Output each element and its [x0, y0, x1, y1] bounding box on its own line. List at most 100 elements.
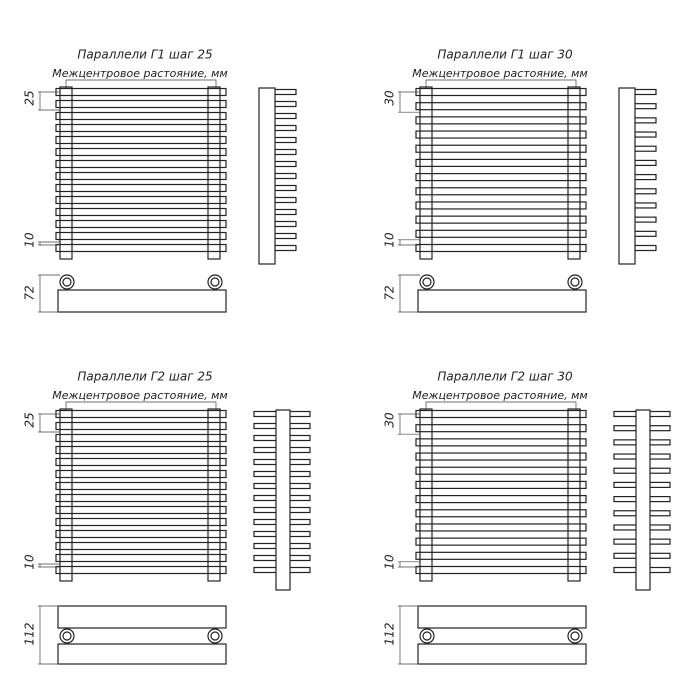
connection-inner: [422, 277, 432, 287]
dimension-caption: Межцентровое растояние, мм: [52, 389, 227, 402]
collector: [419, 408, 433, 582]
dimension-line: [38, 605, 60, 665]
tube: [415, 551, 587, 560]
connection-inner: [210, 277, 220, 287]
collector: [567, 86, 581, 260]
dimension-line: [398, 239, 420, 246]
bottom-body: [417, 605, 587, 629]
tube: [55, 99, 227, 109]
tube: [415, 144, 587, 153]
dimension-caption: Межцентровое растояние, мм: [412, 67, 587, 80]
dimension-caption: Межцентровое растояние, мм: [52, 67, 227, 80]
tube-end: [633, 202, 657, 209]
tube: [415, 537, 587, 546]
tube: [55, 481, 227, 491]
connection-inner: [62, 277, 72, 287]
tube: [415, 494, 587, 504]
tube: [55, 529, 227, 539]
side-collector: [618, 87, 636, 265]
tube: [415, 438, 587, 447]
tube-end: [273, 172, 297, 180]
tube-end: [633, 216, 657, 223]
dimension-line: [398, 605, 420, 665]
connection: [207, 628, 223, 644]
panel-title: Параллели Г1 шаг 25: [77, 48, 212, 62]
tube: [55, 207, 227, 217]
tube: [415, 424, 587, 433]
tube-end: [633, 88, 657, 96]
connection-inner: [422, 631, 432, 641]
tube: [55, 135, 227, 145]
bottom-body: [57, 643, 227, 665]
tube-end: [273, 208, 297, 216]
tube-end: [273, 148, 297, 156]
tube: [55, 183, 227, 193]
dimension-value: 10: [383, 554, 397, 570]
dimension-value: 112: [383, 623, 397, 646]
tube: [55, 219, 227, 229]
tube: [415, 409, 587, 419]
tube: [415, 509, 587, 518]
dimension-value: 10: [23, 554, 37, 570]
connection-inner: [62, 631, 72, 641]
tube: [415, 452, 587, 461]
tube-end: [633, 173, 657, 181]
dimension-line: [38, 91, 60, 111]
tube-end: [273, 124, 297, 132]
collector: [207, 408, 221, 582]
tube-end: [273, 232, 297, 240]
tube: [55, 421, 227, 431]
tube: [415, 229, 587, 238]
tube: [415, 172, 587, 182]
dimension-value: 72: [23, 285, 37, 300]
tube-end: [633, 230, 657, 237]
tube: [415, 565, 587, 575]
tube-end: [273, 136, 297, 144]
panel-title: Параллели Г2 шаг 25: [77, 370, 212, 384]
tube: [415, 130, 587, 139]
panel-title: Параллели Г2 шаг 30: [437, 370, 573, 384]
tube: [55, 445, 227, 455]
collector: [59, 408, 73, 582]
tube: [55, 171, 227, 181]
tube: [55, 123, 227, 133]
collector: [207, 86, 221, 260]
connection: [59, 628, 75, 644]
dimension-value: 112: [23, 623, 37, 646]
tube: [55, 243, 227, 253]
tube: [55, 517, 227, 527]
dimension-value: 72: [383, 285, 397, 300]
tube: [55, 433, 227, 443]
tube-end: [273, 196, 297, 204]
dimension-line: [398, 91, 420, 113]
connection-inner: [570, 277, 580, 287]
tube-end: [633, 131, 657, 138]
dimension-line: [38, 563, 60, 568]
tube: [55, 553, 227, 563]
tube-end: [633, 103, 657, 110]
side-collector: [635, 409, 651, 591]
tube-end: [633, 117, 657, 124]
tube: [55, 111, 227, 121]
tube-end: [273, 160, 297, 168]
tube: [415, 116, 587, 125]
tube: [415, 102, 587, 111]
tube: [55, 159, 227, 169]
side-collector: [258, 87, 276, 265]
tube: [415, 466, 587, 475]
side-collector: [275, 409, 291, 591]
dimension-value: 25: [23, 412, 37, 427]
bottom-body: [57, 289, 227, 313]
bottom-body: [417, 289, 587, 313]
bottom-body: [57, 605, 227, 629]
tube-end: [273, 100, 297, 108]
tube: [415, 187, 587, 196]
tube: [55, 505, 227, 515]
connection: [207, 274, 223, 290]
tube: [415, 158, 587, 168]
dimension-caption: Межцентровое растояние, мм: [412, 389, 587, 402]
tube: [415, 523, 587, 532]
tube-end: [273, 184, 297, 192]
tube: [55, 231, 227, 241]
